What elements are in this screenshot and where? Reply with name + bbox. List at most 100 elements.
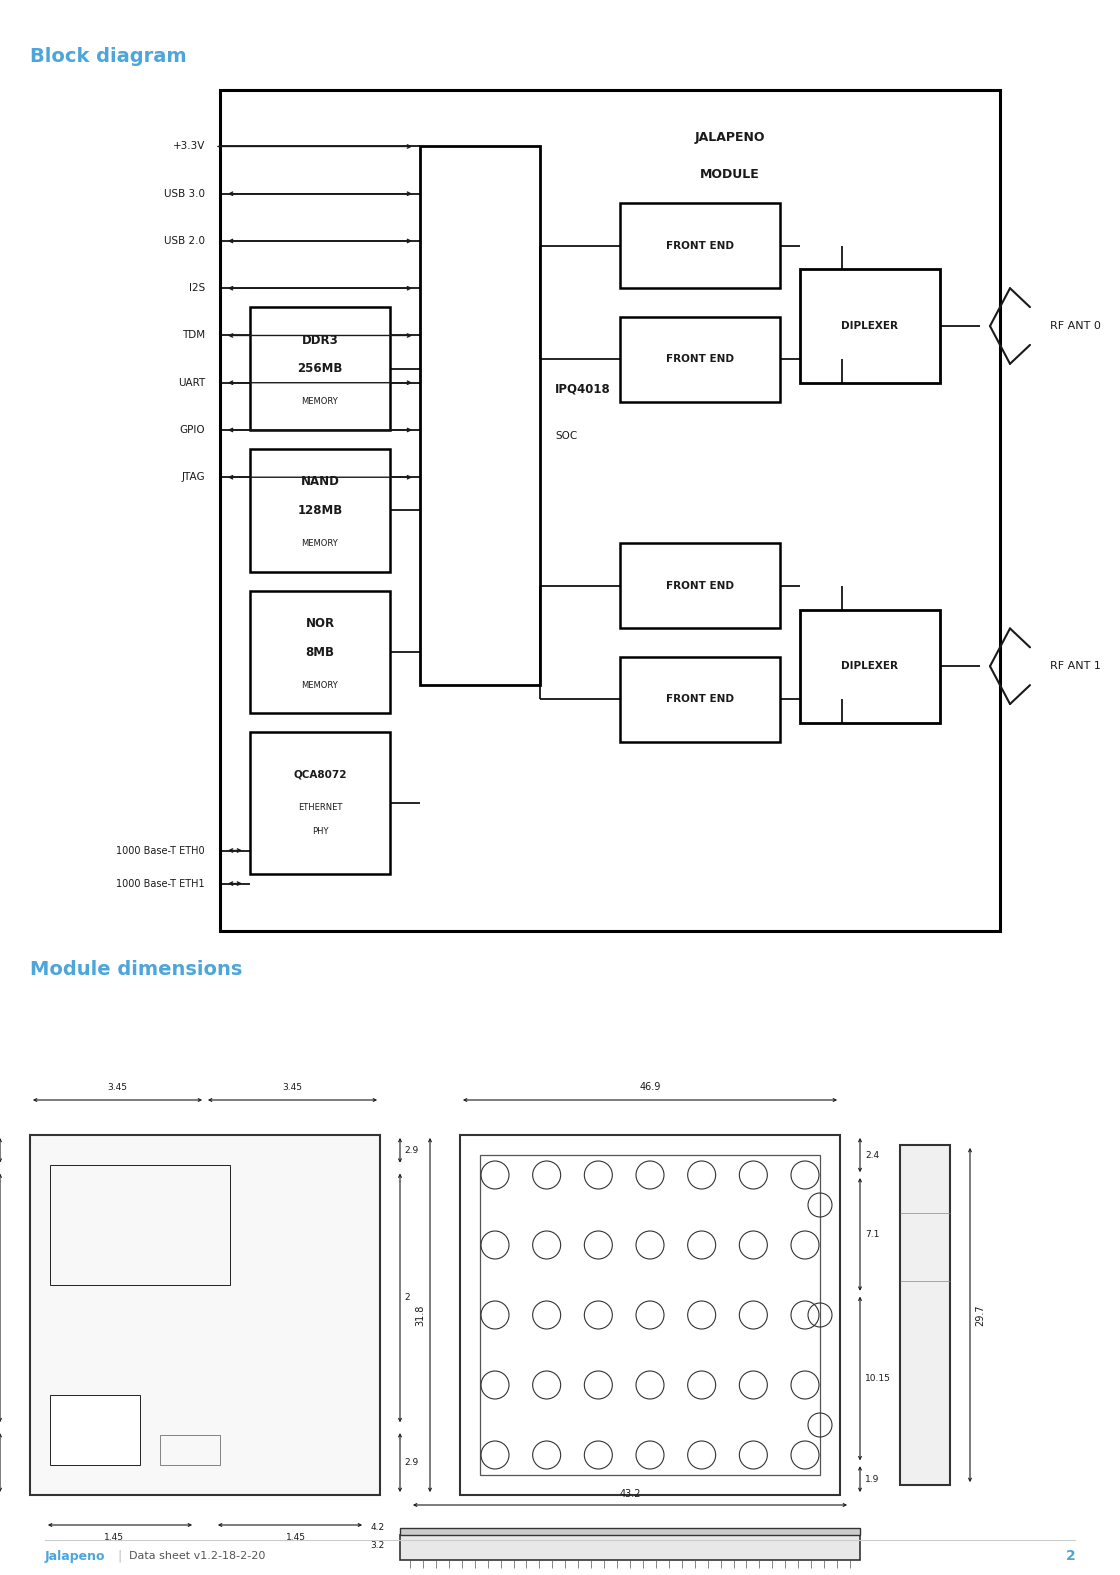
Point <box>94 1384 112 1410</box>
Point <box>28 1279 46 1304</box>
Point <box>108 1282 125 1307</box>
Point <box>53 1462 71 1487</box>
Point <box>290 1307 308 1332</box>
Point <box>282 1440 300 1465</box>
Point <box>353 1151 371 1177</box>
Point <box>289 1375 307 1400</box>
Point <box>77 1318 95 1343</box>
Point <box>44 1436 62 1462</box>
Point <box>296 1358 314 1383</box>
Point <box>53 1136 71 1161</box>
Point <box>90 1443 108 1468</box>
Point <box>351 1137 368 1162</box>
Point <box>185 1440 203 1465</box>
Point <box>143 1177 161 1202</box>
Point <box>250 1378 268 1403</box>
Point <box>259 1457 277 1482</box>
Point <box>48 1246 66 1271</box>
Point <box>72 1405 90 1430</box>
Point <box>57 1298 75 1323</box>
Point <box>48 1191 66 1216</box>
Point <box>264 1288 282 1314</box>
Point <box>200 1240 218 1265</box>
Point <box>318 1320 336 1345</box>
Point <box>306 1214 324 1240</box>
Point <box>217 1233 235 1258</box>
Point <box>162 1410 180 1435</box>
Point <box>236 1400 254 1425</box>
Point <box>186 1418 204 1443</box>
Text: USB 2.0: USB 2.0 <box>164 236 205 246</box>
Point <box>167 1142 185 1167</box>
Point <box>344 1134 362 1159</box>
Point <box>165 1293 183 1318</box>
Point <box>200 1154 218 1180</box>
Point <box>84 1301 102 1326</box>
Point <box>66 1188 84 1213</box>
Point <box>241 1318 259 1343</box>
Point <box>354 1301 372 1326</box>
Point <box>148 1268 166 1293</box>
Point <box>152 1142 170 1167</box>
Bar <box>460 1136 840 1495</box>
Point <box>114 1145 132 1170</box>
Point <box>304 1205 321 1230</box>
Point <box>333 1440 351 1465</box>
Point <box>186 1276 204 1301</box>
Point <box>271 1279 289 1304</box>
Point <box>81 1389 99 1414</box>
Point <box>289 1199 307 1224</box>
Point <box>221 1350 239 1375</box>
Point <box>239 1320 256 1345</box>
Point <box>81 1391 99 1416</box>
Point <box>336 1351 354 1377</box>
Point <box>80 1241 97 1266</box>
Point <box>309 1359 327 1384</box>
Point <box>113 1228 131 1254</box>
Text: 1.45: 1.45 <box>104 1532 124 1542</box>
Point <box>184 1389 202 1414</box>
Point <box>156 1301 174 1326</box>
Point <box>147 1170 165 1195</box>
Point <box>165 1147 183 1172</box>
Point <box>106 1131 124 1156</box>
Point <box>160 1172 178 1197</box>
Point <box>90 1298 108 1323</box>
Point <box>92 1255 110 1280</box>
Point <box>290 1188 308 1213</box>
Point <box>142 1451 160 1476</box>
Point <box>75 1260 93 1285</box>
Point <box>180 1148 198 1173</box>
Point <box>290 1476 308 1501</box>
Point <box>142 1236 160 1262</box>
Point <box>207 1348 225 1373</box>
Point <box>156 1292 174 1317</box>
Text: 1000 Base-T ETH1: 1000 Base-T ETH1 <box>116 879 205 888</box>
Point <box>44 1136 62 1161</box>
Point <box>202 1388 220 1413</box>
Point <box>46 1318 64 1343</box>
Point <box>298 1216 316 1241</box>
Text: RF ANT 1: RF ANT 1 <box>1051 662 1101 671</box>
Bar <box>250 591 390 713</box>
Point <box>203 1236 221 1262</box>
Point <box>74 1230 92 1255</box>
Bar <box>30 1136 380 1495</box>
Point <box>175 1161 193 1186</box>
Text: 128MB: 128MB <box>298 504 343 517</box>
Point <box>287 1216 305 1241</box>
Point <box>174 1369 192 1394</box>
Point <box>345 1213 363 1238</box>
Point <box>148 1332 166 1358</box>
Point <box>343 1136 361 1161</box>
Point <box>307 1224 325 1249</box>
Point <box>208 1458 226 1484</box>
Point <box>129 1236 147 1262</box>
Point <box>85 1429 103 1454</box>
Point <box>289 1183 307 1208</box>
Point <box>118 1403 136 1429</box>
Text: FRONT END: FRONT END <box>666 581 734 591</box>
Point <box>329 1389 347 1414</box>
Point <box>136 1364 153 1389</box>
Point <box>254 1260 272 1285</box>
